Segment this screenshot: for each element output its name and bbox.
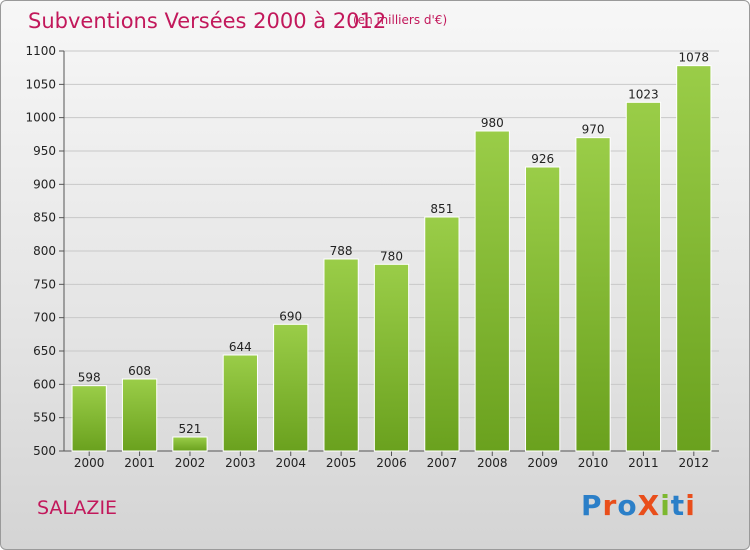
x-tick-label: 2009 [527,456,558,470]
x-tick-label: 2003 [225,456,256,470]
x-tick-label: 2000 [74,456,105,470]
x-tick-label: 2002 [175,456,206,470]
data-label: 970 [582,123,605,137]
bar-2006 [373,263,410,452]
data-label: 780 [380,249,403,263]
data-label: 980 [481,116,504,130]
x-tick-label: 2004 [275,456,306,470]
logo-letter: r [602,489,618,522]
y-tick-label: 900 [33,177,56,191]
y-tick-label: 650 [33,344,56,358]
y-tick-label: 1100 [25,44,56,58]
y-tick-label: 600 [33,377,56,391]
bar-2007 [424,216,460,452]
bar-2003 [222,354,258,452]
logo-letter: o [617,489,638,522]
logo-letter: t [670,489,686,522]
data-label: 1023 [628,87,659,101]
data-label: 1078 [679,51,710,65]
x-tick-label: 2008 [477,456,508,470]
logo-letter: P [581,489,603,522]
y-tick-label: 500 [33,444,56,458]
x-tick-label: 2007 [427,456,458,470]
logo-letter: i [685,489,696,522]
bar-2008 [474,130,510,452]
data-label: 926 [531,152,554,166]
y-tick-label: 700 [33,311,56,325]
data-label: 644 [229,340,252,354]
data-label: 521 [179,422,202,436]
x-tick-label: 2012 [679,456,710,470]
y-tick-label: 850 [33,211,56,225]
bar-2005 [323,258,359,452]
chart-subtitle: (en milliers d'€) [353,13,448,27]
bar-2009 [525,166,561,452]
x-tick-label: 2001 [124,456,155,470]
data-label: 788 [330,244,353,258]
x-tick-label: 2010 [578,456,609,470]
y-tick-label: 1050 [25,77,56,91]
data-label: 608 [128,364,151,378]
logo-letter: i [660,489,671,522]
bar-2010 [575,137,611,452]
bar-2002 [172,436,208,452]
logo-letter: X [637,489,661,522]
data-label: 598 [78,371,101,385]
bar-2001 [121,378,158,452]
x-tick-label: 2006 [376,456,407,470]
commune-name: SALAZIE [37,497,118,519]
bar-2012 [676,65,712,452]
bar-2004 [273,323,309,452]
x-tick-label: 2011 [628,456,659,470]
bar-2011 [625,101,662,452]
y-tick-label: 800 [33,244,56,258]
chart-title: Subventions Versées 2000 à 2012 [28,9,387,33]
y-tick-label: 1000 [25,111,56,125]
data-label: 690 [279,309,302,323]
y-tick-label: 750 [33,277,56,291]
data-label: 851 [430,202,453,216]
y-tick-label: 550 [33,411,56,425]
proxiti-logo: ProXiti [581,489,696,522]
bar-2000 [71,385,107,452]
x-tick-label: 2005 [326,456,357,470]
y-tick-label: 950 [33,144,56,158]
